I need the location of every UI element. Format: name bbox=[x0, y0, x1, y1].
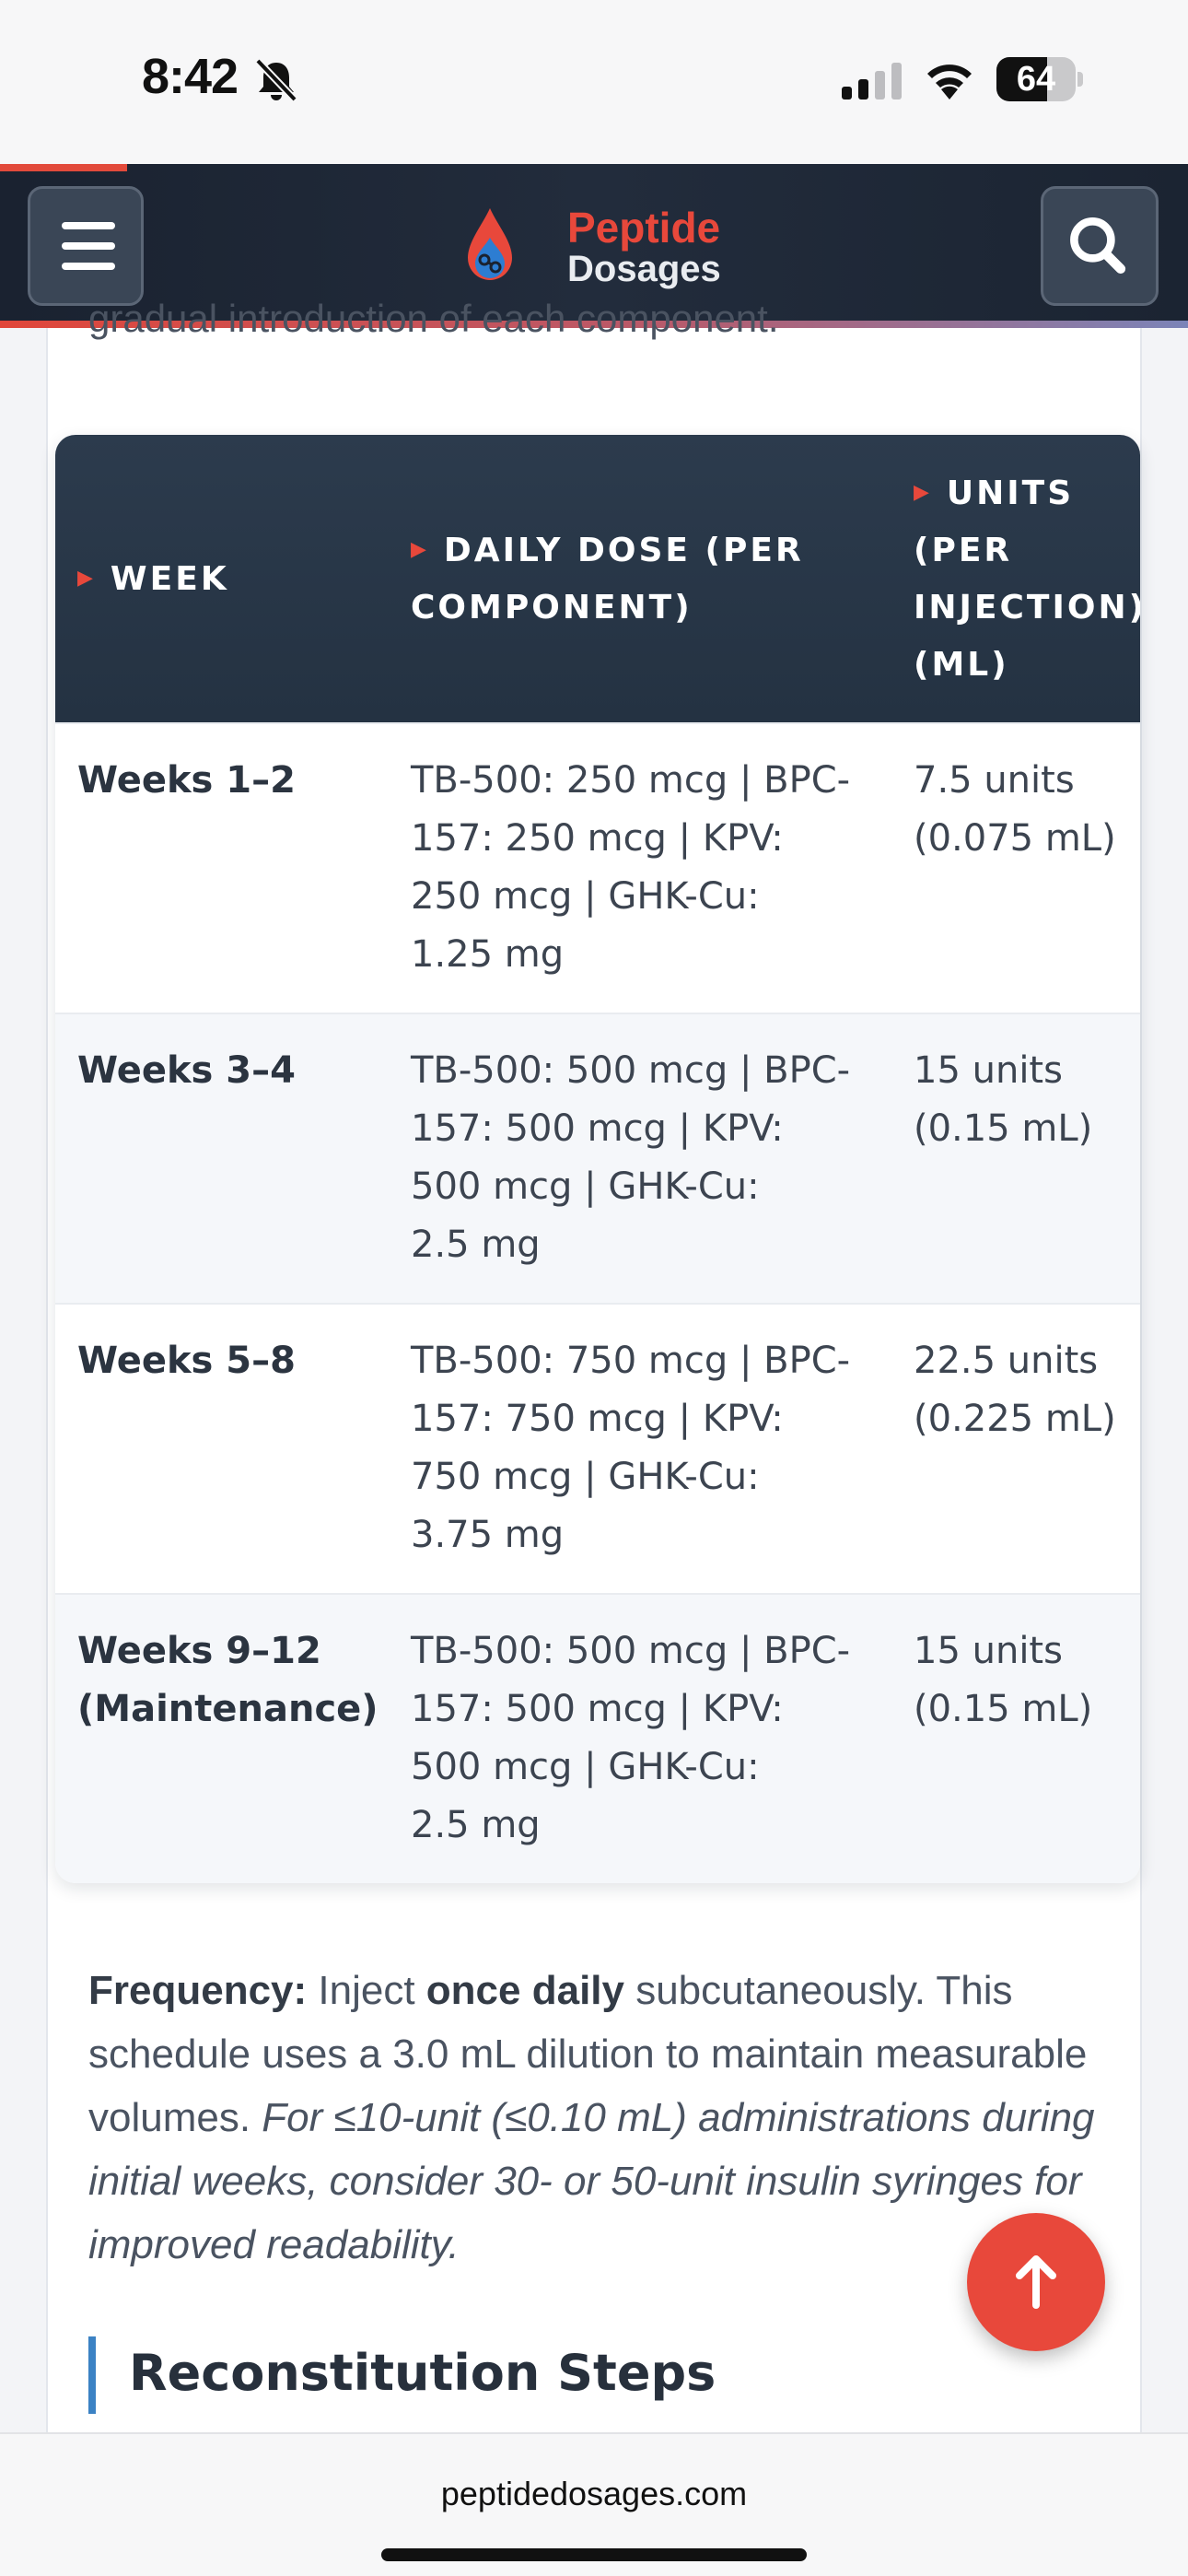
table-header: ▶ WEEK ▶ DAILY DOSE (PER COMPONENT) ▶ UNITS… bbox=[55, 435, 1140, 722]
table-row: Weeks 5–8 TB-500: 750 mcg | BPC- 157: 750… bbox=[55, 1303, 1140, 1593]
reading-progress-bar bbox=[0, 164, 128, 171]
search-button[interactable] bbox=[1041, 186, 1159, 306]
cell-week: Weeks 3–4 bbox=[77, 1049, 296, 1092]
battery-icon: 64 bbox=[996, 57, 1083, 101]
table-row: Weeks 1–2 TB-500: 250 mcg | BPC- 157: 250… bbox=[55, 722, 1140, 1013]
frequency-paragraph: Frequency: Inject once daily subcutaneou… bbox=[88, 1968, 1095, 2267]
frequency-label: Frequency: bbox=[88, 1968, 308, 2013]
table-row: Weeks 3–4 TB-500: 500 mcg | BPC- 157: 500… bbox=[55, 1013, 1140, 1303]
header-accent-line bbox=[0, 321, 1188, 328]
cell-daily-dose: TB-500: 750 mcg | BPC- 157: 750 mcg | KPV… bbox=[411, 1340, 851, 1556]
menu-button[interactable] bbox=[28, 186, 144, 306]
cell-daily-dose: TB-500: 500 mcg | BPC- 157: 500 mcg | KPV… bbox=[411, 1049, 851, 1266]
arrow-up-icon bbox=[1016, 2255, 1056, 2309]
bell-slash-icon bbox=[255, 58, 297, 102]
status-bar: 8:42 64 bbox=[0, 0, 1188, 164]
scroll-to-top-button[interactable] bbox=[967, 2213, 1105, 2351]
home-indicator[interactable] bbox=[381, 2548, 807, 2561]
cellular-signal-icon bbox=[842, 63, 902, 100]
url-text[interactable]: peptidedosages.com bbox=[440, 2475, 748, 2512]
battery-percent: 64 bbox=[1016, 60, 1056, 99]
cell-week: Weeks 9–12 (Maintenance) bbox=[77, 1630, 379, 1730]
cell-daily-dose: TB-500: 500 mcg | BPC- 157: 500 mcg | KPV… bbox=[411, 1630, 851, 1846]
cell-daily-dose: TB-500: 250 mcg | BPC- 157: 250 mcg | KPV… bbox=[411, 759, 851, 976]
cell-week: Weeks 1–2 bbox=[77, 759, 296, 802]
site-logo[interactable]: Peptide Dosages bbox=[462, 203, 757, 295]
wifi-icon bbox=[927, 64, 972, 100]
logo-text-dosages: Dosages bbox=[567, 249, 721, 289]
section-title: Reconstitution Steps bbox=[129, 2344, 716, 2402]
logo-text-peptide: Peptide bbox=[567, 204, 721, 252]
cell-week: Weeks 5–8 bbox=[77, 1340, 296, 1382]
column-header-daily-dose[interactable]: ▶ DAILY DOSE (PER COMPONENT) bbox=[411, 532, 804, 626]
cell-units: 22.5 units (0.225 mL) bbox=[914, 1340, 1116, 1440]
logo-drop-icon bbox=[468, 208, 512, 280]
table-row: Weeks 9–12 (Maintenance) TB-500: 500 mcg … bbox=[55, 1593, 1140, 1883]
column-header-units[interactable]: ▶ UNITS (PER INJECTION) (ML) bbox=[914, 474, 1140, 684]
partial-paragraph: gradual introduction of each component. bbox=[88, 297, 779, 340]
dosage-table: ▶ WEEK ▶ DAILY DOSE (PER COMPONENT) ▶ UNITS… bbox=[55, 435, 1140, 1883]
search-icon bbox=[1070, 217, 1126, 275]
section-accent-bar bbox=[88, 2336, 96, 2414]
column-header-week[interactable]: ▶ WEEK bbox=[77, 560, 229, 598]
cell-units: 15 units (0.15 mL) bbox=[914, 1049, 1093, 1150]
site-header: Peptide Dosages bbox=[0, 164, 1188, 328]
browser-address-bar: peptidedosages.com bbox=[0, 2432, 1188, 2576]
cell-units: 7.5 units (0.075 mL) bbox=[914, 759, 1116, 860]
frequency-emphasis: once daily bbox=[425, 1968, 624, 2013]
syringe-note: For ≤10-unit (≤0.10 mL) administrations … bbox=[88, 2095, 1095, 2267]
status-time: 8:42 bbox=[142, 49, 239, 104]
cell-units: 15 units (0.15 mL) bbox=[914, 1630, 1093, 1730]
